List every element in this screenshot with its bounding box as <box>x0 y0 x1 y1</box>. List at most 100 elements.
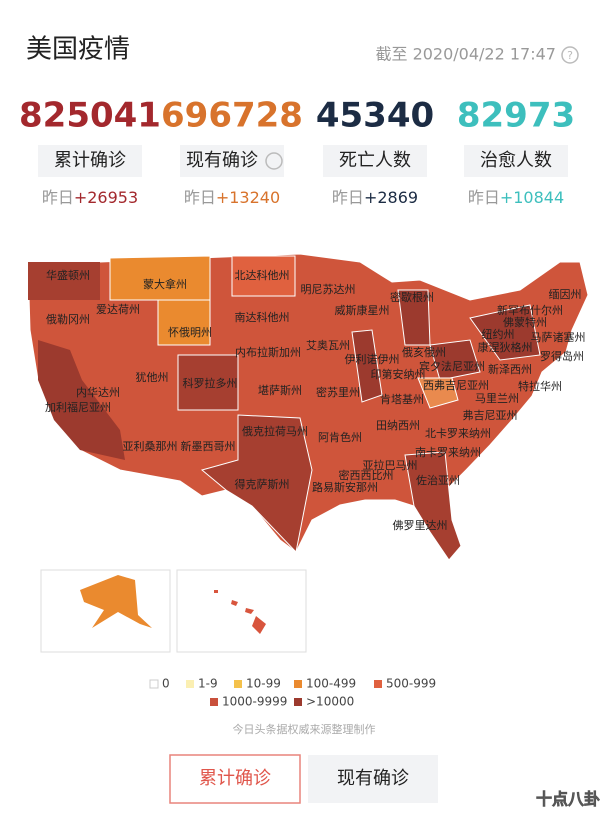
us-map <box>27 253 589 561</box>
state-label: 罗得岛州 <box>540 349 584 363</box>
stat-delta: 昨日+10844 <box>468 188 564 207</box>
timestamp: 截至 2020/04/22 17:47 <box>375 45 556 64</box>
state-shape <box>38 340 125 460</box>
state-label: 弗吉尼亚州 <box>463 408 518 422</box>
stat-delta: 昨日+26953 <box>42 188 138 207</box>
state-label: 新罕布什尔州 <box>497 303 563 317</box>
state-label: 亚利桑那州 <box>123 440 178 453</box>
tab-button[interactable] <box>308 755 438 803</box>
state-shape <box>28 262 100 300</box>
state-label: 北达科他州 <box>235 268 290 282</box>
stat-label-box <box>38 145 142 177</box>
stat-value: 696728 <box>161 96 303 136</box>
state-label: 北卡罗来纳州 <box>425 427 491 440</box>
state-shape <box>469 304 541 361</box>
stat-delta-value: +13240 <box>216 188 280 207</box>
state-label: 内布拉斯加州 <box>235 345 301 359</box>
state-label: 得克萨斯州 <box>235 478 290 491</box>
legend-label: 0 <box>162 677 170 691</box>
stat-delta-prefix: 昨日 <box>42 188 74 207</box>
legend: 0 1-9 10-99 100-499 500-999 1000-9999 >10000 <box>149 677 436 709</box>
stat-delta-prefix: 昨日 <box>332 188 364 207</box>
state-label: 俄勒冈州 <box>46 313 90 326</box>
state-label: 爱达荷州 <box>96 303 140 316</box>
state-label: 密歇根州 <box>390 290 434 304</box>
state-label: 阿肯色州 <box>318 430 362 444</box>
hawaii-inset <box>176 569 307 653</box>
state-label: 俄克拉荷马州 <box>242 424 308 438</box>
state-label: 密西西比州 <box>339 468 394 482</box>
state-label: 田纳西州 <box>376 419 420 432</box>
watermark: 十点八卦 <box>536 790 600 809</box>
stat-delta-value: +26953 <box>74 188 138 207</box>
legend-swatch <box>374 680 382 688</box>
stat-label: 治愈人数 <box>480 150 552 171</box>
legend-label: 1-9 <box>198 677 218 691</box>
help-icon[interactable] <box>561 46 579 64</box>
state-label: 缅因州 <box>549 287 582 301</box>
state-label: 堪萨斯州 <box>258 384 302 397</box>
state-label: 西弗吉尼亚州 <box>423 378 489 392</box>
legend-label: >10000 <box>306 695 354 709</box>
state-label: 密苏里州 <box>316 385 360 399</box>
help-icon-mark: ? <box>567 49 573 62</box>
state-label: 佛罗里达州 <box>393 519 448 532</box>
state-label: 康涅狄格州 <box>478 340 533 354</box>
legend-label: 1000-9999 <box>222 695 287 709</box>
legend-label: 10-99 <box>246 677 281 691</box>
legend-swatch <box>294 698 302 706</box>
tab-button-label: 累计确诊 <box>199 768 271 789</box>
state-shape <box>177 354 239 411</box>
stat-delta: 昨日+2869 <box>332 188 418 207</box>
state-label: 特拉华州 <box>518 379 562 393</box>
stat-label: 现有确诊 <box>186 150 258 171</box>
stat-value: 825041 <box>19 96 161 136</box>
state-shape <box>351 329 383 403</box>
state-label: 内华达州 <box>76 385 120 399</box>
state-label: 犹他州 <box>136 371 169 384</box>
state-label: 佐治亚州 <box>416 473 460 487</box>
state-label: 肯塔基州 <box>380 393 424 406</box>
stat-value: 45340 <box>316 96 434 136</box>
state-label: 俄亥俄州 <box>402 345 446 359</box>
tab-button-label: 现有确诊 <box>337 768 409 789</box>
stat-value: 82973 <box>457 96 575 136</box>
help-icon[interactable] <box>265 152 283 170</box>
state-shape <box>417 377 459 409</box>
state-label: 南达科他州 <box>235 310 290 324</box>
title: 美国疫情 <box>26 35 130 65</box>
state-label: 马里兰州 <box>475 392 519 405</box>
tab-button[interactable] <box>169 754 301 804</box>
stat-delta: 昨日+13240 <box>184 188 280 207</box>
state-label: 新墨西哥州 <box>181 439 236 453</box>
state-label: 新泽西州 <box>488 362 532 376</box>
state-label: 马萨诸塞州 <box>531 330 586 344</box>
stat-label: 累计确诊 <box>54 150 126 171</box>
state-label: 纽约州 <box>482 327 515 341</box>
stat-delta-prefix: 昨日 <box>468 188 500 207</box>
stat-label-box <box>323 145 427 177</box>
state-label: 宾夕法尼亚州 <box>419 359 485 373</box>
state-label: 华盛顿州 <box>46 268 90 282</box>
state-label: 蒙大拿州 <box>143 277 187 291</box>
state-shape <box>109 255 211 346</box>
stat-delta-value: +2869 <box>364 188 418 207</box>
state-label: 科罗拉多州 <box>183 376 238 390</box>
stat-delta-prefix: 昨日 <box>184 188 216 207</box>
state-label: 印第安纳州 <box>371 367 426 381</box>
legend-swatch <box>234 680 242 688</box>
state-label: 伊利诺伊州 <box>345 353 400 366</box>
hawaii-shape <box>214 590 266 634</box>
stat-label-box <box>464 145 568 177</box>
legend-swatch <box>294 680 302 688</box>
state-label: 威斯康星州 <box>335 303 390 317</box>
source-note: 今日头条据权威来源整理制作 <box>233 722 376 736</box>
legend-swatch <box>149 679 159 689</box>
state-label: 加利福尼亚州 <box>45 400 111 414</box>
state-shape <box>429 339 481 381</box>
stats-row: 825041累计确诊昨日+26953696728现有确诊昨日+132404534… <box>19 96 575 207</box>
alaska-shape <box>80 575 152 628</box>
state-label: 怀俄明州 <box>168 326 212 339</box>
